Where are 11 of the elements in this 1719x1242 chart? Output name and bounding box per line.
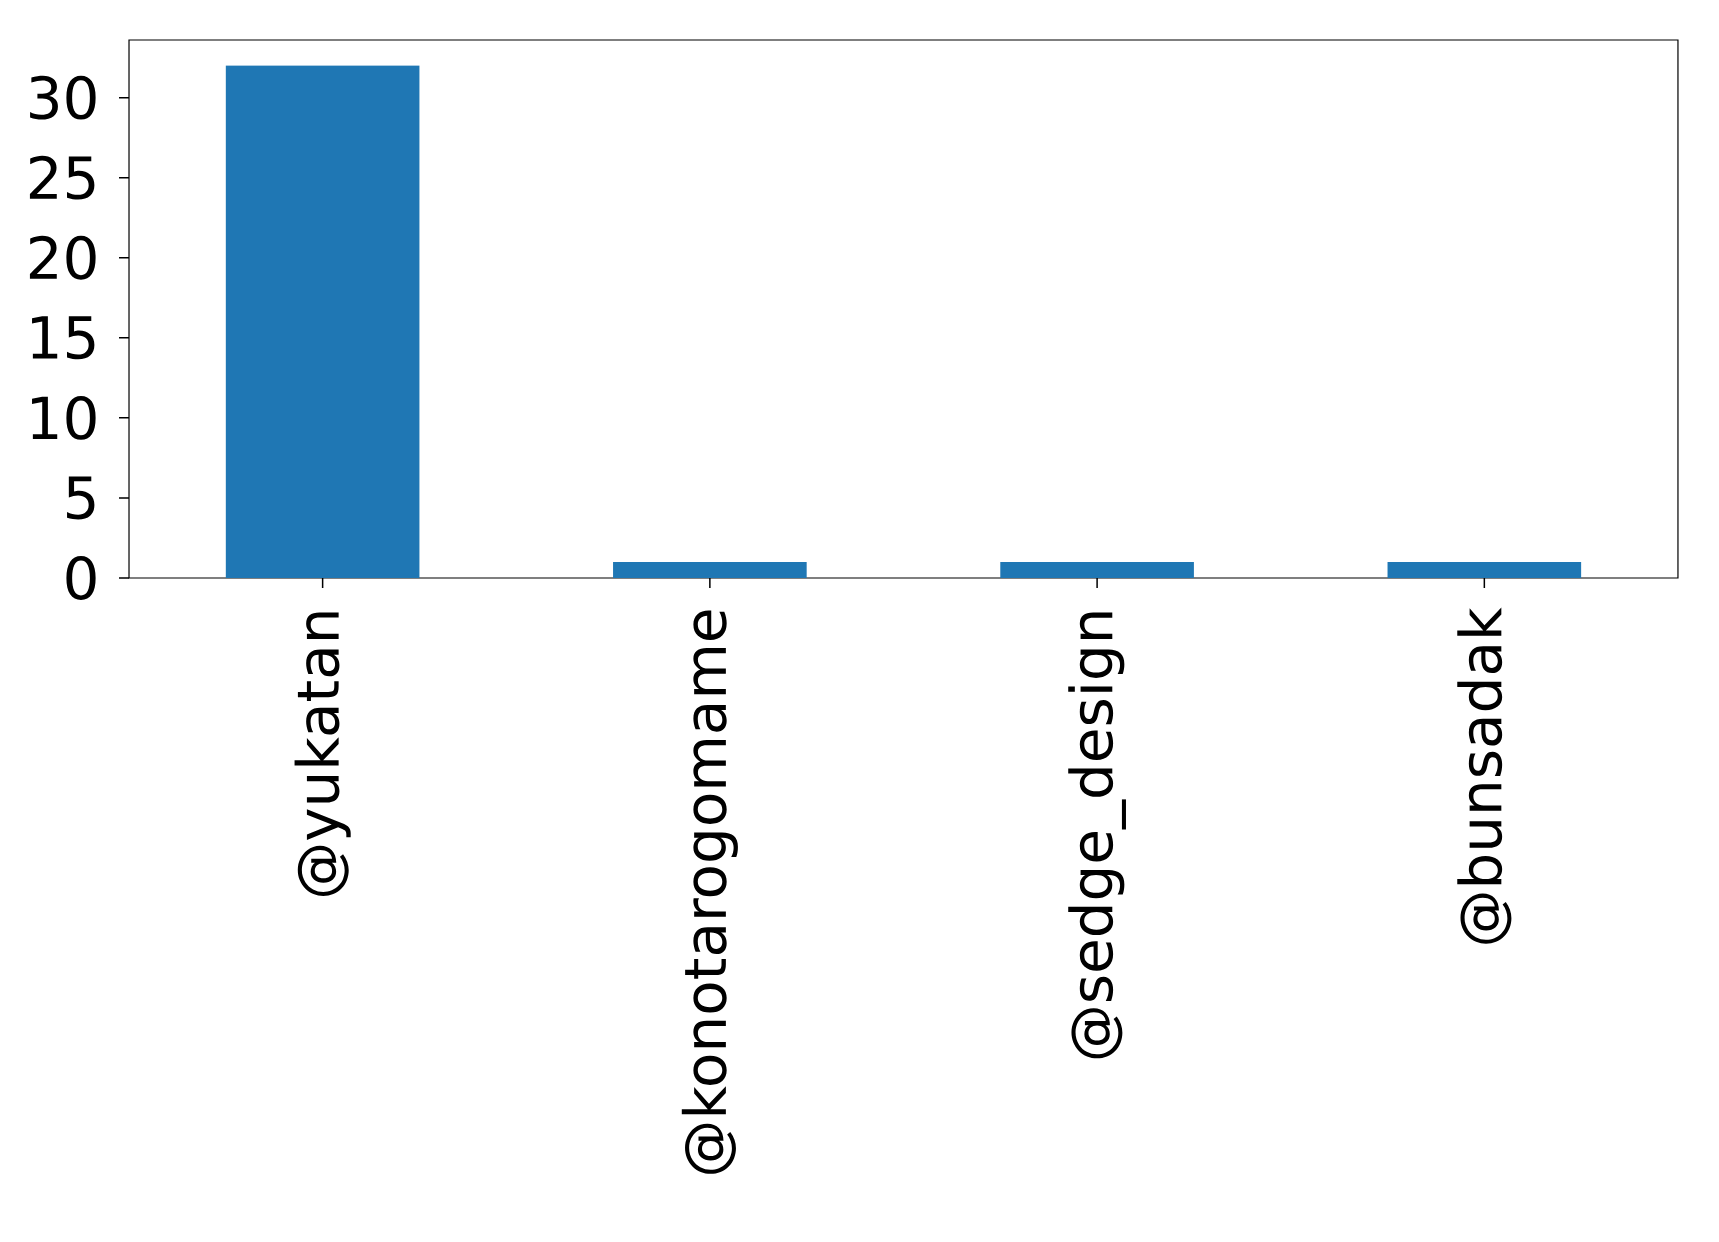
x-tick-label: @sedge_design xyxy=(1068,612,1126,1059)
y-tick-label: 25 xyxy=(29,155,95,200)
y-tick-label: 15 xyxy=(32,316,95,360)
x-tick-label: @yukatan xyxy=(294,612,351,896)
y-tick-label: 5 xyxy=(67,476,95,520)
y-tick-label: 20 xyxy=(29,235,96,280)
y-tick-label: 10 xyxy=(32,395,96,440)
y-tick-label: 30 xyxy=(30,75,96,120)
y-tick-label: 0 xyxy=(66,556,96,600)
x-tick-label: @bunsadak xyxy=(1457,607,1512,944)
x-tick-label: @konotarogomame xyxy=(681,610,738,1174)
